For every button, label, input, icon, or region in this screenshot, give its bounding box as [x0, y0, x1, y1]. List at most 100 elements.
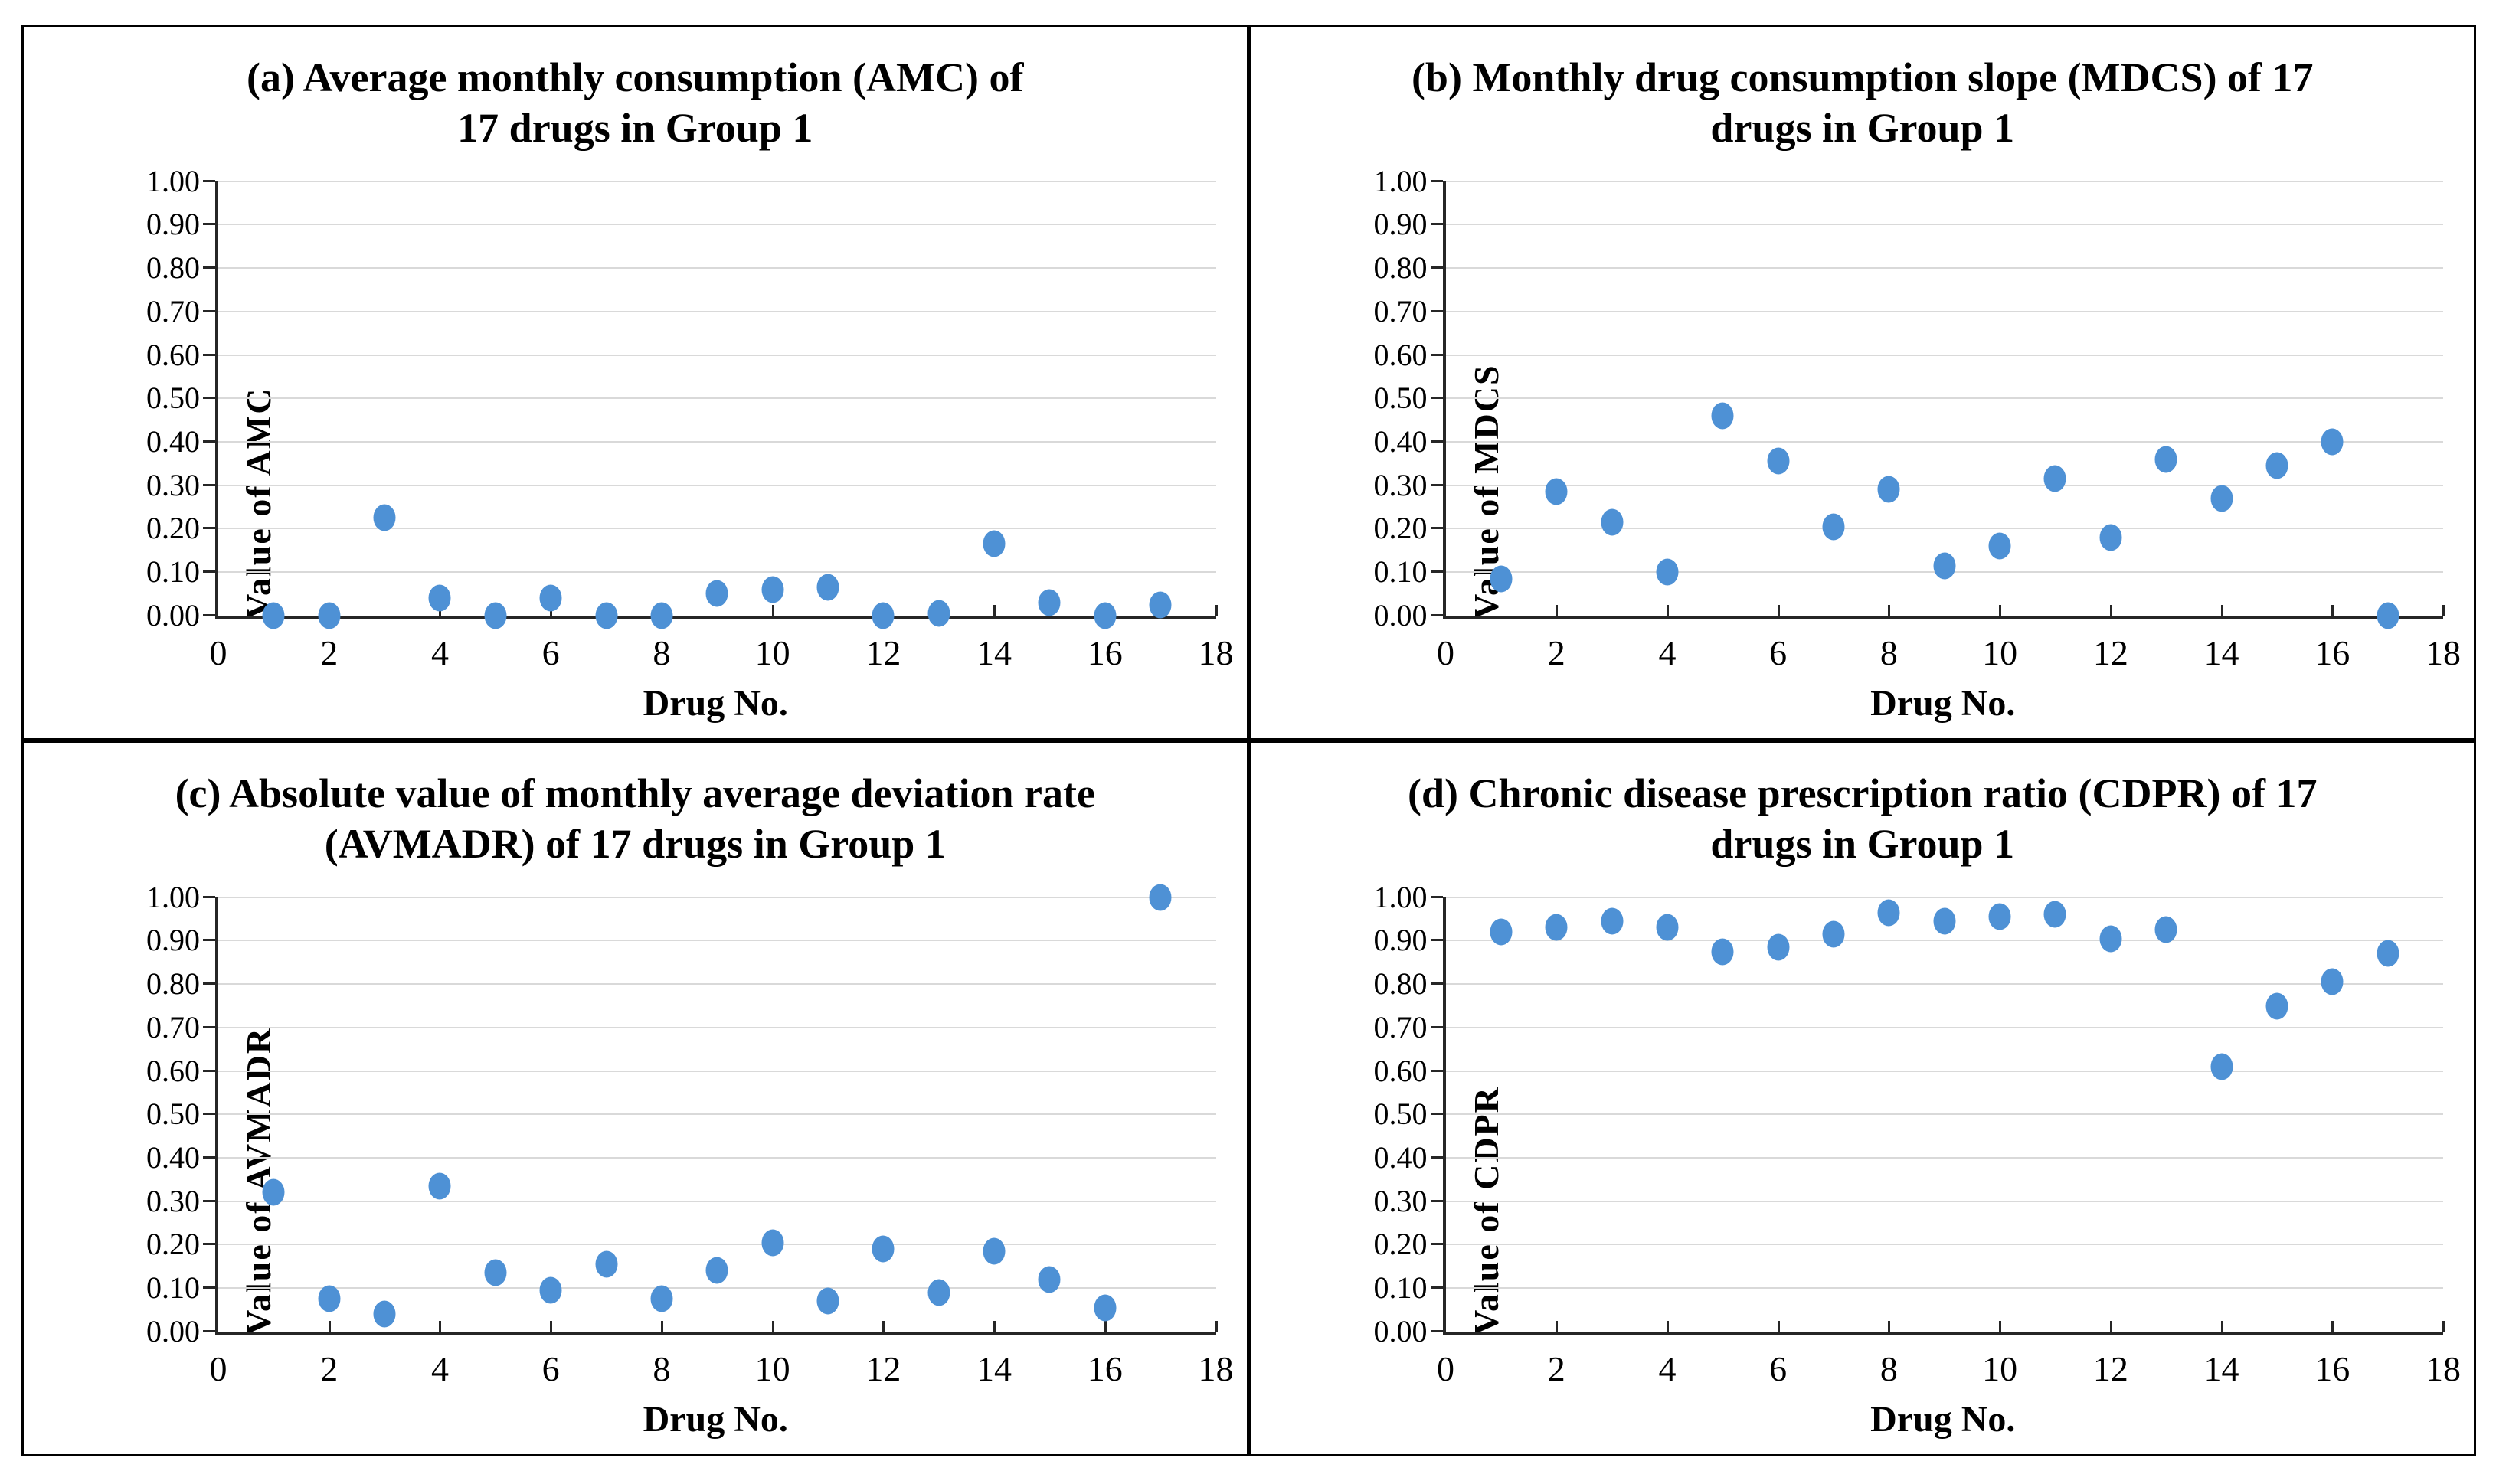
y-tick-label-0.70: 0.70 [146, 1009, 200, 1044]
x-tick-label-2: 2 [1547, 1348, 1565, 1388]
x-tick-label-0: 0 [1437, 632, 1454, 672]
panel-a-chart-body: Value of AMC 0.00 0.10 0.20 0.30 0.40 0.50 0.6… [146, 165, 1234, 670]
y-tick-mark-0.80 [1430, 266, 1443, 270]
gridline-y-1.00 [218, 896, 1216, 898]
x-tick-mark-18 [2442, 604, 2445, 616]
y-tick-mark-0.20 [1430, 527, 1443, 530]
scatter-point-drug-2 [1545, 914, 1568, 941]
gridline-y-0.40 [1445, 1156, 2443, 1159]
gridline-y-0.20 [1445, 528, 2443, 530]
y-tick-mark-0.20 [203, 1243, 215, 1246]
scatter-point-drug-5 [1711, 938, 1734, 966]
scatter-point-drug-5 [484, 602, 507, 629]
y-tick-mark-0.40 [203, 440, 215, 443]
y-tick-label-0.50: 0.50 [1373, 1097, 1428, 1132]
panel-a-plot-area: 0.00 0.10 0.20 0.30 0.40 0.50 0.60 0.70 0.80 0.90… [146, 165, 1234, 670]
panel-b-mdcs: (b) Monthly drug consumption slope (MDCS… [1248, 25, 2476, 740]
gridline-y-0.20 [218, 528, 1216, 530]
x-tick-mark-6 [550, 1320, 553, 1332]
y-tick-mark-0.10 [1430, 570, 1443, 574]
y-tick-label-0.20: 0.20 [146, 511, 200, 546]
scatter-point-drug-13 [927, 600, 950, 627]
gridline-y-1.00 [1445, 180, 2443, 182]
y-tick-label-0.20: 0.20 [146, 1227, 200, 1262]
panel-c-avmadr: (c) Absolute value of monthly average de… [21, 740, 1249, 1456]
y-tick-mark-0.00 [203, 613, 215, 616]
x-tick-label-0: 0 [209, 1348, 227, 1388]
y-tick-label-0.20: 0.20 [1373, 1227, 1428, 1262]
panel-a-amc: (a) Average monthly consumption (AMC) of… [21, 25, 1249, 740]
x-tick-mark-12 [2109, 604, 2112, 616]
scatter-point-drug-17 [2377, 602, 2399, 629]
gridline-y-0.90 [1445, 224, 2443, 226]
x-tick-label-4: 4 [1658, 1348, 1677, 1388]
x-tick-label-10: 10 [754, 632, 790, 672]
four-panel-scatter-figure: (a) Average monthly consumption (AMC) of… [21, 25, 2476, 1456]
panel-c-title-line1: (c) Absolute value of monthly average de… [175, 770, 1095, 816]
x-tick-label-18: 18 [2426, 1348, 2461, 1388]
scatter-point-drug-12 [872, 602, 895, 629]
gridline-y-0.50 [218, 397, 1216, 400]
y-tick-mark-0.30 [1430, 483, 1443, 486]
x-tick-label-12: 12 [2092, 1348, 2128, 1388]
scatter-point-drug-4 [428, 584, 451, 612]
gridline-y-0.60 [218, 354, 1216, 356]
panel-b-title-line2: drugs in Group 1 [1710, 104, 2015, 151]
x-tick-label-12: 12 [2092, 632, 2128, 672]
x-tick-mark-10 [1999, 604, 2002, 616]
scatter-point-drug-6 [1767, 933, 1790, 961]
y-tick-label-0.00: 0.00 [1373, 597, 1428, 632]
gridline-y-0.40 [218, 1156, 1216, 1159]
y-tick-label-0.10: 0.10 [146, 554, 200, 590]
scatter-point-drug-13 [2154, 446, 2177, 473]
gridline-y-0.20 [1445, 1244, 2443, 1246]
x-tick-label-10: 10 [1982, 1348, 2018, 1388]
y-tick-mark-1.00 [203, 179, 215, 182]
scatter-point-drug-14 [983, 530, 1006, 557]
x-tick-mark-14 [993, 604, 996, 616]
gridline-y-0.60 [1445, 354, 2443, 356]
scatter-point-drug-4 [1656, 914, 1679, 941]
x-tick-label-14: 14 [2203, 1348, 2239, 1388]
gridline-y-0.10 [1445, 1287, 2443, 1290]
panel-b-title-line1: (b) Monthly drug consumption slope (MDCS… [1411, 54, 2314, 100]
scatter-point-drug-6 [539, 1276, 562, 1304]
y-tick-label-0.70: 0.70 [146, 293, 200, 329]
x-tick-mark-2 [328, 1320, 331, 1332]
panel-c-plot-area: 0.00 0.10 0.20 0.30 0.40 0.50 0.60 0.70 0.80 0.90… [146, 881, 1234, 1386]
x-tick-label-6: 6 [541, 1348, 560, 1388]
gridline-y-0.40 [1445, 440, 2443, 443]
scatter-point-drug-9 [1933, 552, 1956, 580]
gridline-y-0.80 [1445, 983, 2443, 986]
y-tick-label-0.80: 0.80 [1373, 250, 1428, 286]
gridline-y-0.40 [218, 440, 1216, 443]
y-tick-label-1.00: 1.00 [146, 879, 200, 914]
x-tick-label-16: 16 [2314, 632, 2350, 672]
gridline-y-0.80 [218, 267, 1216, 270]
gridline-y-1.00 [218, 180, 1216, 182]
x-tick-mark-10 [1999, 1320, 2002, 1332]
gridline-y-0.80 [1445, 267, 2443, 270]
x-tick-mark-10 [771, 604, 774, 616]
x-tick-label-10: 10 [1982, 632, 2018, 672]
scatter-point-drug-6 [1767, 447, 1790, 475]
y-tick-label-0.10: 0.10 [146, 1270, 200, 1306]
gridline-y-0.80 [218, 983, 1216, 986]
y-tick-mark-0.30 [203, 483, 215, 486]
x-tick-label-16: 16 [2314, 1348, 2350, 1388]
y-tick-mark-0.60 [1430, 353, 1443, 356]
x-tick-mark-18 [2442, 1320, 2445, 1332]
y-tick-label-0.60: 0.60 [146, 337, 200, 372]
panel-d-title-line2: drugs in Group 1 [1710, 820, 2015, 867]
scatter-point-drug-13 [927, 1279, 950, 1306]
y-tick-label-0.40: 0.40 [146, 1139, 200, 1175]
x-tick-mark-16 [1104, 1320, 1107, 1332]
scatter-point-drug-9 [705, 580, 728, 607]
y-tick-mark-0.80 [203, 982, 215, 986]
scatter-point-drug-6 [539, 584, 562, 612]
y-tick-label-0.80: 0.80 [1373, 966, 1428, 1002]
scatter-point-drug-7 [595, 1250, 618, 1278]
gridline-y-0.30 [1445, 484, 2443, 486]
panel-b-x-axis-title: Drug No. [1870, 682, 2016, 724]
x-tick-mark-12 [882, 1320, 885, 1332]
